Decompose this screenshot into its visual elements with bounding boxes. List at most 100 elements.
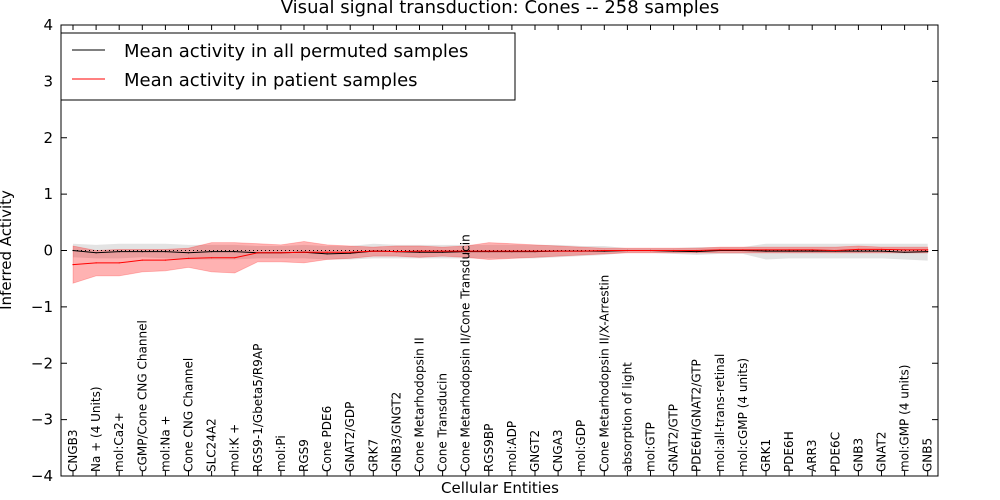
data-point-patient	[696, 249, 698, 252]
x-tick-label: Cone Metarhodopsin II/Cone Transducin	[459, 234, 473, 472]
x-tick-label: RGS9-1/Gbeta5/R9AP	[251, 344, 265, 472]
x-tick-label: GNAT2	[875, 431, 889, 472]
data-point-patient	[372, 250, 374, 252]
x-tick-label: absorption of light	[620, 362, 634, 472]
data-point-patient	[257, 252, 259, 254]
x-tick-label: Cone Transducin	[436, 373, 450, 472]
x-tick-label: RGS9	[297, 439, 311, 472]
x-tick-label: PDE6C	[828, 432, 842, 472]
x-tick-label: GNB5	[921, 438, 935, 472]
x-tick-label: cGMP/Cone CNG Channel	[135, 320, 149, 472]
x-tick-label: PDE6H/GNAT2/GTP	[690, 359, 704, 472]
x-tick-label: Cone Metarhodopsin II	[413, 337, 427, 472]
data-point-patient	[442, 250, 444, 252]
data-point-permuted	[857, 250, 860, 252]
data-point-patient	[349, 251, 351, 253]
data-point-permuted	[72, 249, 74, 252]
legend-box	[60, 32, 516, 101]
data-point-patient	[280, 252, 282, 254]
x-tick-label: mol:Na +	[158, 415, 172, 472]
x-tick-label: Cone CNG Channel	[182, 358, 196, 472]
data-point-patient	[742, 249, 744, 251]
x-tick-label: CNGA3	[551, 430, 565, 473]
data-point-patient	[303, 251, 305, 253]
y-tick-label: 2	[43, 129, 53, 147]
data-point-patient	[534, 250, 536, 252]
x-tick-label: GNAT2/GDP	[343, 402, 357, 472]
band-permuted	[73, 243, 928, 261]
data-point-patient	[788, 249, 790, 251]
y-tick-label: −4	[31, 467, 53, 485]
x-tick-label: mol:Ca2+	[112, 412, 126, 472]
data-point-patient	[118, 262, 120, 264]
data-point-patient	[673, 249, 675, 252]
data-point-patient	[211, 257, 213, 259]
data-point-permuted	[141, 251, 143, 253]
x-tick-label: GNB3/GNGT2	[389, 392, 403, 472]
x-tick-label: mol:ADP	[505, 421, 519, 472]
data-point-patient	[465, 250, 467, 252]
x-tick-label: CNGB3	[66, 429, 80, 472]
data-point-permuted	[418, 251, 421, 253]
x-axis: CNGB3 Na + (4 Units) mol:Ca2+ cGMP/Cone CNG…	[66, 25, 935, 476]
data-point-patient	[857, 248, 860, 250]
data-point-patient	[141, 259, 143, 261]
data-point-permuted	[95, 252, 97, 254]
series-line-patient	[72, 248, 928, 266]
x-tick-label: mol:all-trans-retinal	[713, 354, 727, 472]
x-tick-label: GRK7	[366, 439, 380, 472]
x-axis-label: Cellular Entities	[441, 479, 559, 497]
data-point-permuted	[164, 251, 166, 253]
data-point-patient	[880, 248, 883, 250]
data-point-patient	[234, 257, 236, 259]
x-tick-label: GNAT2/GTP	[667, 404, 681, 472]
y-tick-label: 0	[43, 242, 53, 260]
data-point-patient	[927, 249, 929, 251]
x-tick-label: mol:GMP (4 units)	[898, 365, 912, 472]
data-point-patient	[626, 249, 629, 252]
x-tick-label: GNB3	[851, 438, 865, 472]
data-point-patient	[765, 249, 767, 251]
data-point-permuted	[349, 252, 351, 254]
y-tick-label: −3	[31, 411, 53, 429]
data-point-patient	[395, 251, 397, 253]
data-point-permuted	[811, 250, 813, 252]
y-tick-label: 4	[43, 16, 53, 34]
data-point-patient	[72, 264, 74, 266]
x-tick-label: Cone Metarhodopsin II/X-Arrestin	[597, 275, 611, 472]
x-tick-label: mol:Pi	[274, 435, 288, 472]
x-tick-label: ARR3	[805, 439, 819, 472]
x-tick-label: PDE6H	[782, 431, 796, 472]
y-axis: 4 3 2 1 0 −1 −2 −3 −4	[31, 16, 938, 485]
x-tick-label: RGS9BP	[482, 424, 496, 472]
data-point-permuted	[904, 251, 906, 253]
x-tick-label: Cone PDE6	[320, 406, 334, 472]
legend: Mean activity in all permuted samples Me…	[60, 32, 516, 101]
data-point-patient	[95, 262, 97, 264]
data-point-permuted	[765, 250, 767, 252]
data-point-patient	[649, 249, 652, 252]
y-tick-label: 3	[43, 72, 53, 90]
data-point-permuted	[880, 250, 883, 252]
data-point-patient	[580, 250, 582, 252]
data-point-patient	[557, 250, 559, 252]
x-tick-label: Na + (4 Units)	[89, 386, 103, 472]
data-point-patient	[488, 250, 490, 252]
data-point-permuted	[187, 252, 190, 254]
data-point-patient	[511, 250, 513, 252]
x-tick-label: mol:GTP	[644, 422, 658, 472]
data-point-permuted	[696, 251, 698, 253]
legend-label-permuted: Mean activity in all permuted samples	[124, 41, 468, 62]
y-tick-label: 1	[43, 185, 53, 203]
band-patient	[72, 241, 929, 284]
x-tick-label: mol:GDP	[574, 420, 588, 472]
data-point-permuted	[326, 253, 328, 255]
legend-label-patient: Mean activity in patient samples	[124, 70, 418, 91]
x-tick-label: GNGT2	[528, 430, 542, 472]
x-tick-label: mol:cGMP (4 units)	[736, 358, 750, 472]
data-point-permuted	[927, 251, 929, 253]
data-point-patient	[164, 259, 166, 261]
data-point-permuted	[211, 251, 213, 253]
x-tick-label: mol:K +	[228, 424, 242, 472]
